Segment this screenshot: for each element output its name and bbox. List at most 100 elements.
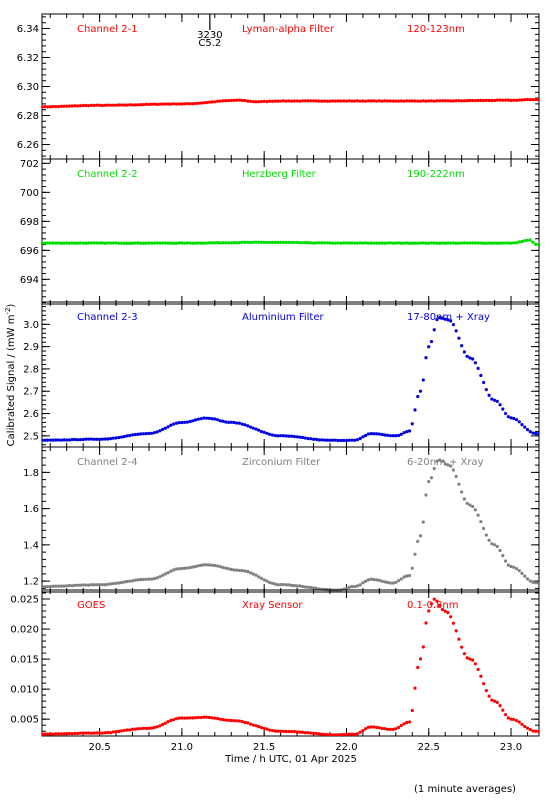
data-point <box>235 98 239 102</box>
data-point <box>468 356 472 360</box>
data-point <box>416 665 420 670</box>
data-point <box>353 99 357 103</box>
data-point <box>375 241 379 245</box>
data-point <box>306 436 310 441</box>
data-point <box>331 733 335 736</box>
data-point <box>295 730 299 734</box>
data-point <box>407 99 412 103</box>
data-point <box>92 241 96 245</box>
data-point <box>361 435 365 439</box>
data-point <box>446 318 450 322</box>
data-point <box>350 241 354 245</box>
data-point <box>344 732 349 736</box>
data-point <box>405 99 409 103</box>
data-point <box>281 583 285 587</box>
data-point <box>270 581 274 585</box>
data-point <box>87 437 91 441</box>
data-point <box>383 727 387 731</box>
data-point <box>361 241 365 245</box>
data-point <box>97 241 102 245</box>
data-point <box>130 103 135 107</box>
x-axis-label: Time / h UTC, 01 Apr 2025 <box>224 754 357 765</box>
data-point <box>84 583 88 587</box>
data-point <box>410 241 414 245</box>
data-point <box>396 433 401 438</box>
data-point <box>221 99 225 103</box>
data-point <box>224 241 228 245</box>
data-point <box>284 240 288 245</box>
data-point <box>292 729 296 734</box>
y-tick-label: 2.9 <box>23 342 39 353</box>
data-point <box>344 99 349 103</box>
x-tick-label: 22.5 <box>418 742 440 753</box>
data-point <box>465 656 469 660</box>
data-point <box>440 459 445 463</box>
data-point <box>95 241 99 245</box>
y-tick-label: 702 <box>20 159 39 170</box>
data-point <box>136 432 140 436</box>
data-point <box>287 729 291 734</box>
data-point <box>394 241 398 245</box>
data-point <box>523 239 527 243</box>
data-point <box>451 241 456 245</box>
data-point <box>369 241 373 245</box>
data-point <box>366 725 370 729</box>
data-point <box>372 725 376 729</box>
data-point <box>265 240 269 245</box>
data-point <box>136 727 140 731</box>
data-point <box>446 463 450 467</box>
data-point <box>141 432 146 436</box>
data-point <box>366 99 370 103</box>
data-point <box>298 99 302 103</box>
panel-5: 0.005 0.010 0.015 0.020 0.025 GOES Xray Sensor… <box>10 589 540 737</box>
data-point <box>506 241 510 245</box>
data-point <box>399 577 403 581</box>
data-point <box>366 241 370 245</box>
data-point <box>152 725 157 730</box>
data-point <box>213 100 217 104</box>
data-point <box>78 104 82 108</box>
data-point <box>237 421 242 425</box>
data-point <box>303 585 307 589</box>
data-point <box>279 99 283 103</box>
data-point <box>427 99 431 103</box>
data-point <box>325 241 329 245</box>
data-point <box>224 99 228 103</box>
data-point <box>235 241 239 245</box>
data-point <box>48 438 52 442</box>
data-point <box>421 241 425 245</box>
data-point <box>199 417 203 421</box>
data-point <box>289 99 294 103</box>
data-point <box>512 241 516 245</box>
data-point <box>92 583 96 587</box>
data-point <box>364 241 368 245</box>
data-point <box>279 240 283 244</box>
data-point <box>54 241 58 245</box>
data-point <box>322 732 327 736</box>
data-point <box>119 729 124 733</box>
data-point <box>457 336 461 340</box>
data-point <box>317 99 321 103</box>
data-point <box>476 366 480 370</box>
y-tick-label: 696 <box>20 246 39 257</box>
data-point <box>218 241 222 245</box>
data-point <box>388 434 392 438</box>
data-point <box>232 719 236 723</box>
data-point <box>224 566 228 570</box>
data-point <box>314 437 318 441</box>
data-point <box>388 241 392 245</box>
data-point <box>484 98 488 102</box>
data-point <box>377 578 381 582</box>
data-point <box>122 580 126 584</box>
data-point <box>424 493 428 497</box>
data-point <box>509 416 513 420</box>
data-point <box>251 240 255 244</box>
data-point <box>462 241 466 245</box>
data-point <box>309 585 313 590</box>
data-point <box>73 583 77 587</box>
data-point <box>202 101 206 105</box>
y-tick-label: 0.025 <box>10 595 39 606</box>
data-point <box>443 317 447 321</box>
data-point <box>473 241 477 245</box>
data-point <box>320 587 324 591</box>
